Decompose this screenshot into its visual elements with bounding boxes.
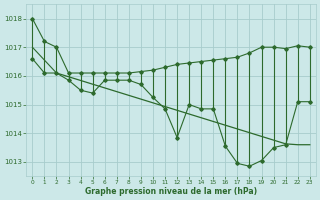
X-axis label: Graphe pression niveau de la mer (hPa): Graphe pression niveau de la mer (hPa) <box>85 187 257 196</box>
